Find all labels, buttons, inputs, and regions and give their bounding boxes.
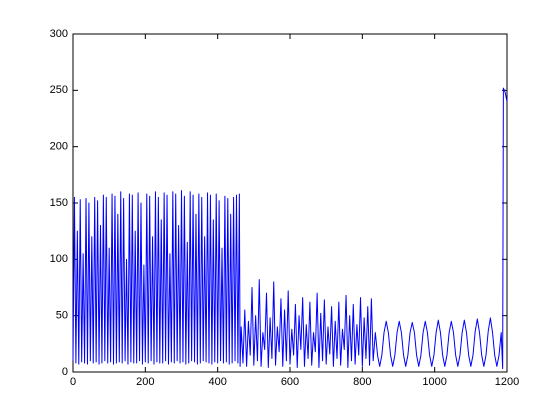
x-tick-label: 1000 [422, 376, 446, 388]
x-tick-label: 200 [136, 376, 154, 388]
x-tick-label: 400 [208, 376, 226, 388]
line-series [72, 87, 508, 370]
y-tick-label: 250 [50, 84, 68, 96]
y-tick-label: 300 [50, 28, 68, 40]
y-tick-label: 150 [50, 197, 68, 209]
y-tick-label: 100 [50, 253, 68, 265]
x-tick-label: 600 [281, 376, 299, 388]
x-tick-label: 800 [353, 376, 371, 388]
y-tick-label: 50 [56, 310, 68, 322]
y-tick-label: 0 [62, 366, 68, 378]
x-tick-label: 0 [70, 376, 76, 388]
y-tick-label: 200 [50, 141, 68, 153]
x-tick-label: 1200 [495, 376, 519, 388]
